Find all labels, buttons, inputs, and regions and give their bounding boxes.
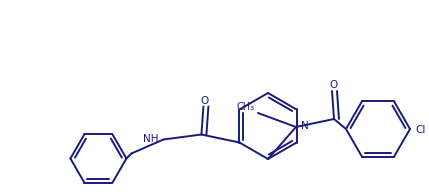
Text: O: O: [330, 80, 338, 90]
Text: Cl: Cl: [415, 125, 426, 135]
Text: O: O: [200, 95, 208, 105]
Text: CH₃: CH₃: [237, 102, 255, 112]
Text: N: N: [301, 121, 309, 131]
Text: NH: NH: [143, 133, 158, 143]
